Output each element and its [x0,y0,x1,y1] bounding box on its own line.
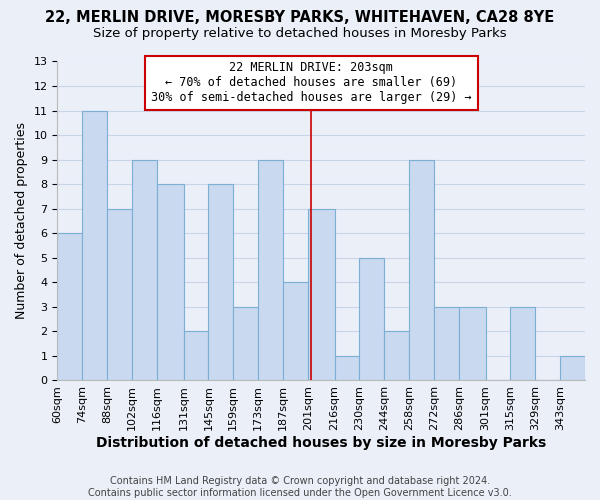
Bar [560,356,585,380]
Bar [82,110,107,380]
Text: Size of property relative to detached houses in Moresby Parks: Size of property relative to detached ho… [93,28,507,40]
Text: 22 MERLIN DRIVE: 203sqm
← 70% of detached houses are smaller (69)
30% of semi-de: 22 MERLIN DRIVE: 203sqm ← 70% of detache… [151,62,472,104]
Text: Contains HM Land Registry data © Crown copyright and database right 2024.
Contai: Contains HM Land Registry data © Crown c… [88,476,512,498]
Bar [409,160,434,380]
Bar [384,332,409,380]
Bar [184,332,208,380]
Bar [58,233,82,380]
Bar [459,307,485,380]
Bar [511,307,535,380]
Bar [359,258,384,380]
Bar [107,208,132,380]
Text: 22, MERLIN DRIVE, MORESBY PARKS, WHITEHAVEN, CA28 8YE: 22, MERLIN DRIVE, MORESBY PARKS, WHITEHA… [46,10,554,25]
Bar [233,307,258,380]
X-axis label: Distribution of detached houses by size in Moresby Parks: Distribution of detached houses by size … [96,436,547,450]
Bar [258,160,283,380]
Bar [335,356,359,380]
Y-axis label: Number of detached properties: Number of detached properties [15,122,28,320]
Bar [434,307,459,380]
Bar [283,282,308,380]
Bar [308,208,335,380]
Bar [157,184,184,380]
Bar [132,160,157,380]
Bar [208,184,233,380]
